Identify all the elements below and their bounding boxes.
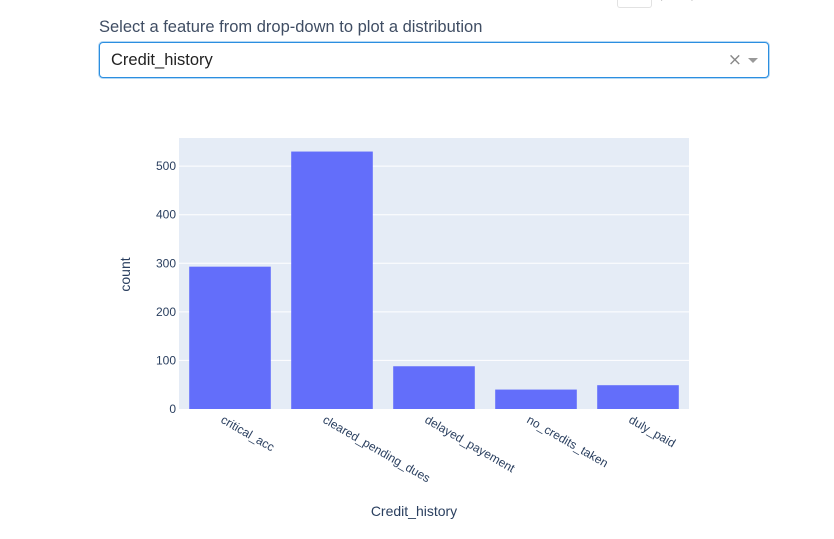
x-axis-title: Credit_history [371, 503, 457, 519]
bar-delayed_payement [393, 366, 475, 409]
y-tick-label: 200 [156, 305, 176, 319]
y-tick-labels: 0 100 200 300 400 500 [156, 159, 176, 416]
y-tick-label: 300 [156, 256, 176, 270]
feature-dropdown[interactable]: Credit_history × [99, 42, 769, 78]
dropdown-selected-value: Credit_history [111, 51, 213, 69]
x-tick-labels: critical_acc cleared_pending_duesdelayed_… [219, 412, 678, 485]
bars [189, 151, 679, 409]
clear-icon[interactable]: × [727, 50, 742, 70]
x-tick-label: cleared_pending_dues [321, 412, 433, 485]
x-tick-label: duly_paid [627, 412, 678, 450]
chevron-down-icon[interactable] [748, 58, 758, 63]
x-tick-label: delayed_payement [423, 412, 518, 475]
top-control-stub[interactable] [617, 0, 652, 8]
y-tick-label: 0 [169, 402, 176, 416]
x-tick-label: critical_acc [219, 412, 277, 454]
bar-cleared_pending_dues [291, 151, 373, 409]
y-tick-label: 500 [156, 159, 176, 173]
bar-critical_acc [189, 266, 271, 409]
y-tick-label: 100 [156, 353, 176, 367]
bar-no_credits_taken [495, 389, 577, 409]
y-axis-title: count [117, 257, 133, 291]
top-toolbar-dots: · · [660, 0, 706, 7]
x-tick-label: no_credits_taken [525, 412, 611, 470]
dropdown-label: Select a feature from drop-down to plot … [99, 18, 483, 36]
y-tick-label: 400 [156, 208, 176, 222]
bar-duly_paid [597, 385, 679, 409]
